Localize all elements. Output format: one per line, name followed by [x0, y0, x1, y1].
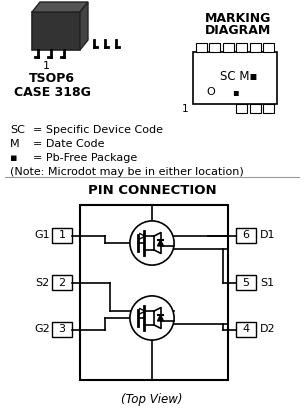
Text: D2: D2 — [260, 324, 276, 335]
Text: G2: G2 — [34, 324, 50, 335]
Text: 4: 4 — [242, 324, 250, 335]
Bar — [32, 12, 80, 50]
Text: = Date Code: = Date Code — [33, 139, 105, 149]
Bar — [236, 104, 247, 113]
Bar — [209, 43, 220, 52]
Text: 1: 1 — [43, 61, 50, 71]
Polygon shape — [32, 2, 88, 12]
Text: = Pb-Free Package: = Pb-Free Package — [33, 153, 137, 163]
Text: S2: S2 — [36, 277, 50, 288]
Text: PIN CONNECTION: PIN CONNECTION — [88, 184, 216, 196]
Bar — [52, 322, 72, 337]
Text: 6: 6 — [243, 231, 250, 240]
Text: D1: D1 — [260, 231, 275, 240]
Text: TSOP6: TSOP6 — [29, 72, 75, 85]
Text: SC M▪: SC M▪ — [220, 70, 258, 83]
Text: 3: 3 — [58, 324, 65, 335]
Text: 1: 1 — [181, 104, 188, 114]
Circle shape — [130, 296, 174, 340]
Bar — [250, 43, 261, 52]
Text: ▪: ▪ — [10, 153, 18, 163]
Text: G1: G1 — [34, 231, 50, 240]
Text: = Specific Device Code: = Specific Device Code — [33, 125, 163, 135]
Text: CASE 318G: CASE 318G — [14, 85, 90, 99]
Text: M: M — [10, 139, 20, 149]
Text: S1: S1 — [260, 277, 274, 288]
Bar — [195, 43, 207, 52]
Bar — [193, 52, 277, 104]
Bar — [250, 104, 261, 113]
Text: MARKING: MARKING — [205, 11, 271, 25]
Bar — [52, 228, 72, 243]
Bar — [264, 104, 275, 113]
Bar — [80, 205, 228, 380]
Text: 2: 2 — [58, 277, 66, 288]
Bar — [236, 275, 256, 290]
Bar — [223, 43, 234, 52]
Text: O: O — [207, 87, 215, 97]
Text: SC: SC — [10, 125, 25, 135]
Polygon shape — [157, 240, 164, 246]
Polygon shape — [157, 315, 164, 321]
Text: (Top View): (Top View) — [121, 393, 183, 407]
Polygon shape — [80, 2, 88, 50]
Bar — [264, 43, 275, 52]
Text: 5: 5 — [243, 277, 250, 288]
Circle shape — [130, 221, 174, 265]
Text: DIAGRAM: DIAGRAM — [205, 23, 271, 36]
Text: 1: 1 — [58, 231, 65, 240]
Bar — [236, 228, 256, 243]
Text: ▪: ▪ — [232, 87, 238, 97]
Bar — [236, 43, 247, 52]
Text: (Note: Microdot may be in either location): (Note: Microdot may be in either locatio… — [10, 167, 244, 177]
Bar — [52, 275, 72, 290]
Bar — [236, 322, 256, 337]
